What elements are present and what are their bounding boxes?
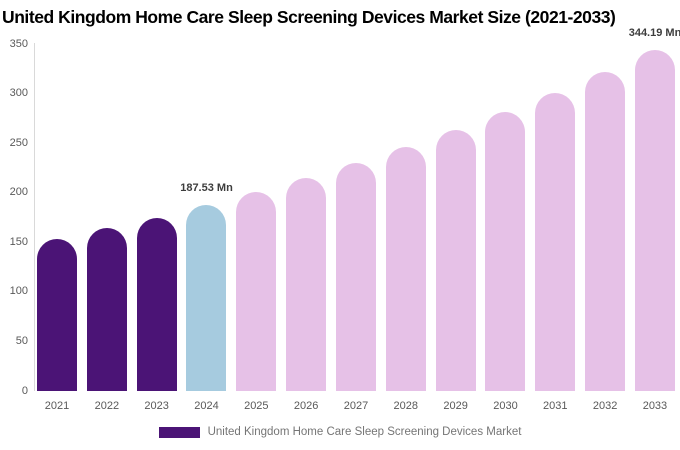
- bar-2030: [485, 112, 526, 391]
- y-axis-tick-label: 200: [9, 186, 28, 199]
- x-axis-tick-label: 2032: [592, 400, 618, 412]
- bar-2025: [236, 191, 277, 391]
- x-axis-tick-label: 2031: [543, 400, 568, 412]
- legend-label: United Kingdom Home Care Sleep Screening…: [207, 426, 522, 438]
- legend: United Kingdom Home Care Sleep Screening…: [0, 426, 680, 438]
- bar-slot: 2030: [485, 44, 526, 412]
- bar-slot: 2031: [535, 44, 576, 412]
- bar-2023: [136, 217, 177, 391]
- bar-slot: 2022: [86, 44, 127, 412]
- y-axis-line: [34, 43, 35, 391]
- value-annotation-2024: 187.53 Mn: [180, 182, 233, 195]
- y-axis-tick-label: 250: [9, 136, 28, 149]
- bar-2027: [335, 162, 376, 391]
- bar-2026: [286, 177, 327, 391]
- bar-2028: [385, 147, 426, 391]
- bar-2033: [634, 49, 675, 391]
- value-annotation-2033: 344.19 Mn: [628, 26, 680, 39]
- bar-slot: 2032: [585, 44, 626, 412]
- plot-area: 2021 2022 2023 2024 2025 2026 2027 2028 2029 2030…: [37, 44, 675, 412]
- x-axis-tick-label: 2033: [642, 400, 668, 412]
- x-axis-tick-label: 2028: [393, 400, 419, 412]
- legend-swatch: [158, 426, 200, 438]
- bar-slot: 2023: [136, 44, 177, 412]
- chart-title: United Kingdom Home Care Sleep Screening…: [2, 7, 616, 27]
- bar-slot: 2021: [37, 44, 77, 412]
- x-axis-tick-label: 2026: [293, 400, 319, 412]
- x-axis-tick-label: 2030: [493, 400, 518, 412]
- x-axis-tick-label: 2022: [94, 400, 120, 412]
- x-axis-tick-label: 2021: [44, 400, 70, 412]
- bar-slot: 2028: [385, 44, 426, 412]
- bar-2021: [37, 239, 77, 391]
- x-axis-tick-label: 2027: [343, 400, 369, 412]
- y-axis-tick-label: 350: [9, 37, 28, 50]
- bar-slot: 2026: [286, 44, 327, 412]
- y-axis-tick-label: 50: [15, 334, 28, 347]
- bar-slot: 2027: [335, 44, 376, 412]
- x-axis-tick-label: 2024: [194, 400, 219, 412]
- y-axis-tick-label: 300: [9, 87, 28, 100]
- y-axis-tick-label: 100: [9, 285, 28, 298]
- bar-2031: [535, 92, 576, 391]
- bar-slot: 2033: [634, 44, 675, 412]
- y-axis-tick-label: 0: [21, 384, 28, 397]
- bar-2029: [435, 130, 476, 391]
- bar-2032: [585, 71, 626, 391]
- bar-slot: 2025: [236, 44, 277, 412]
- y-axis-tick-label: 150: [9, 235, 28, 248]
- bar-slot: 2029: [435, 44, 476, 412]
- bar-2024: [186, 205, 227, 391]
- bar-2022: [86, 228, 127, 391]
- x-axis-tick-label: 2023: [144, 400, 169, 412]
- bar-slot: 2024: [186, 44, 227, 412]
- x-axis-tick-label: 2029: [443, 400, 468, 412]
- x-axis-tick-label: 2025: [244, 400, 269, 412]
